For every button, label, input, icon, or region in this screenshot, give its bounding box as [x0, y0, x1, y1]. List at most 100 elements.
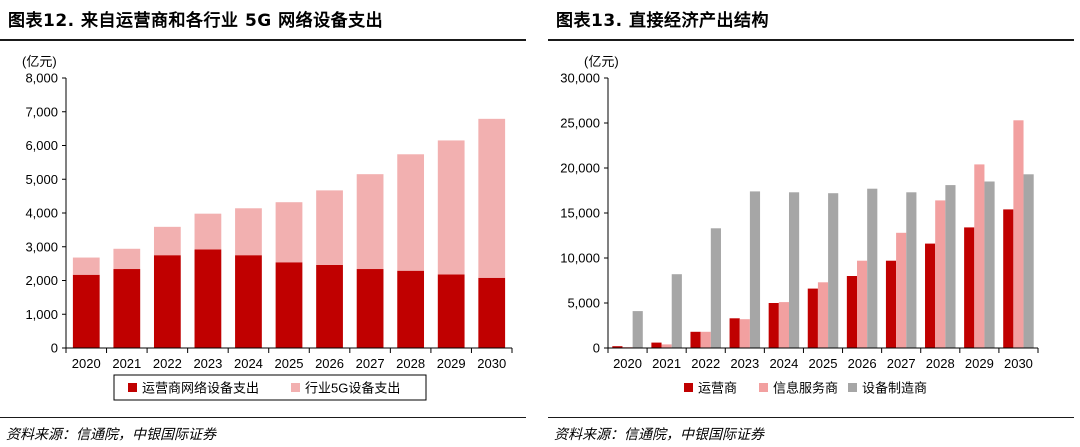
- right-bar-info-service-2030: [1013, 120, 1024, 348]
- left-bar-industry-2028: [397, 154, 425, 271]
- right-bar-operator-2023: [729, 318, 740, 348]
- left-bar-operator-2023: [194, 249, 222, 348]
- right-bar-operator-2024: [768, 303, 779, 348]
- right-chart: (亿元) 0 5,000 10,000 15,000 20,000 25,000 30,000…: [560, 54, 1039, 396]
- left-figure-title: 图表12. 来自运营商和各行业 5G 网络设备支出: [8, 11, 384, 31]
- left-y-tick-label: 3,000: [25, 239, 58, 254]
- right-legend-swatch: [848, 383, 857, 392]
- left-y-tick-label: 1,000: [25, 307, 58, 322]
- right-legend-label: 信息服务商: [773, 381, 838, 396]
- right-x-tick-label: 2029: [965, 356, 994, 371]
- left-chart: (亿元) 0 1,000 2,000 3,000 4,000 5,000 6,000 7,000…: [22, 54, 513, 401]
- right-bar-info-service-2023: [739, 319, 750, 348]
- left-bar-industry-2021: [113, 248, 141, 270]
- left-legend-label: 运营商网络设备支出: [142, 381, 259, 396]
- right-source-rule: [548, 417, 1074, 418]
- left-legend-label: 行业5G设备支出: [305, 381, 400, 396]
- left-y-tick-label: 2,000: [25, 273, 58, 288]
- left-bar-industry-2029: [437, 140, 465, 275]
- right-bar-equipment-2025: [828, 193, 839, 348]
- right-legend-swatch: [759, 383, 768, 392]
- right-bar-info-service-2028: [935, 200, 946, 348]
- right-legend-label: 设备制造商: [862, 381, 927, 396]
- left-x-tick-label: 2030: [477, 356, 506, 371]
- left-x-tick-label: 2025: [275, 356, 304, 371]
- right-bar-operator-2022: [690, 331, 701, 348]
- right-y-tick-label: 10,000: [560, 251, 600, 266]
- right-y-tick-label: 15,000: [560, 206, 600, 221]
- right-bar-info-service-2022: [700, 331, 711, 348]
- left-bar-industry-2025: [275, 202, 303, 263]
- right-bar-info-service-2029: [974, 164, 985, 348]
- right-figure-title: 图表13. 直接经济产出结构: [556, 11, 770, 31]
- left-y-tick-label: 8,000: [25, 71, 58, 86]
- right-y-unit-label: (亿元): [584, 54, 619, 69]
- left-x-tick-label: 2026: [315, 356, 344, 371]
- left-bar-industry-2027: [356, 174, 384, 270]
- left-bar-operator-2020: [72, 274, 100, 348]
- right-bar-info-service-2024: [778, 302, 789, 348]
- left-bar-industry-2030: [478, 118, 506, 278]
- left-bar-industry-2020: [72, 257, 100, 275]
- right-bar-operator-2028: [925, 243, 936, 348]
- right-bar-equipment-2024: [788, 192, 800, 348]
- right-x-tick-label: 2020: [613, 356, 642, 371]
- left-bar-operator-2030: [478, 277, 506, 348]
- right-bar-equipment-2020: [632, 311, 643, 348]
- left-legend-swatch: [291, 383, 300, 392]
- left-y-tick-label: 0: [51, 341, 58, 356]
- right-x-tick-label: 2030: [1004, 356, 1033, 371]
- right-x-tick-label: 2021: [652, 356, 681, 371]
- right-x-tick-label: 2028: [926, 356, 955, 371]
- right-x-tick-label: 2027: [887, 356, 916, 371]
- right-figure: 图表13. 直接经济产出结构 (亿元) 0 5,000 10,000 15,000 20,…: [548, 0, 1078, 447]
- right-title-rule: [548, 39, 1074, 41]
- left-legend-swatch: [128, 383, 137, 392]
- left-x-tick-label: 2023: [193, 356, 222, 371]
- right-legend-swatch: [684, 383, 693, 392]
- right-bar-operator-2026: [846, 276, 858, 348]
- right-y-tick-label: 25,000: [560, 116, 600, 131]
- left-x-tick-label: 2029: [437, 356, 466, 371]
- left-bar-operator-2029: [437, 274, 465, 348]
- right-x-tick-label: 2024: [769, 356, 798, 371]
- left-bar-operator-2024: [235, 255, 262, 348]
- left-bar-operator-2026: [316, 264, 343, 348]
- right-y-tick-label: 5,000: [567, 296, 600, 311]
- left-y-tick-label: 6,000: [25, 138, 58, 153]
- left-bar-industry-2024: [235, 208, 262, 256]
- right-bar-equipment-2030: [1023, 174, 1034, 348]
- right-legend-label: 运营商: [698, 381, 737, 396]
- left-y-tick-label: 4,000: [25, 206, 58, 221]
- left-x-tick-label: 2027: [356, 356, 385, 371]
- right-x-tick-label: 2025: [809, 356, 838, 371]
- left-y-tick-label: 7,000: [25, 104, 58, 119]
- left-source-note: 资料来源：信通院，中银国际证券: [6, 427, 216, 443]
- right-x-tick-label: 2023: [730, 356, 759, 371]
- right-bar-info-service-2025: [817, 282, 829, 348]
- left-y-unit-label: (亿元): [22, 54, 57, 69]
- right-bar-equipment-2029: [984, 181, 995, 348]
- right-bar-info-service-2026: [857, 260, 868, 348]
- right-y-tick-label: 0: [593, 341, 600, 356]
- right-bar-operator-2030: [1003, 209, 1014, 348]
- left-bar-operator-2022: [153, 255, 181, 348]
- left-bar-operator-2025: [275, 262, 303, 348]
- right-bar-equipment-2021: [671, 274, 682, 348]
- right-bar-equipment-2028: [945, 185, 956, 348]
- right-bar-operator-2027: [885, 260, 897, 348]
- left-bar-industry-2023: [194, 213, 222, 250]
- left-x-tick-label: 2021: [112, 356, 141, 371]
- left-bar-industry-2026: [316, 190, 343, 265]
- left-legend-frame: [113, 374, 427, 401]
- right-x-tick-label: 2022: [691, 356, 720, 371]
- left-bar-operator-2027: [356, 269, 384, 348]
- left-x-tick-label: 2020: [72, 356, 101, 371]
- left-bar-operator-2021: [113, 269, 141, 348]
- left-bar-operator-2028: [397, 270, 425, 348]
- right-x-tick-label: 2026: [848, 356, 877, 371]
- left-y-tick-label: 5,000: [25, 172, 58, 187]
- right-bar-info-service-2021: [661, 344, 672, 348]
- right-bar-equipment-2027: [906, 192, 917, 348]
- right-bar-operator-2021: [651, 342, 662, 348]
